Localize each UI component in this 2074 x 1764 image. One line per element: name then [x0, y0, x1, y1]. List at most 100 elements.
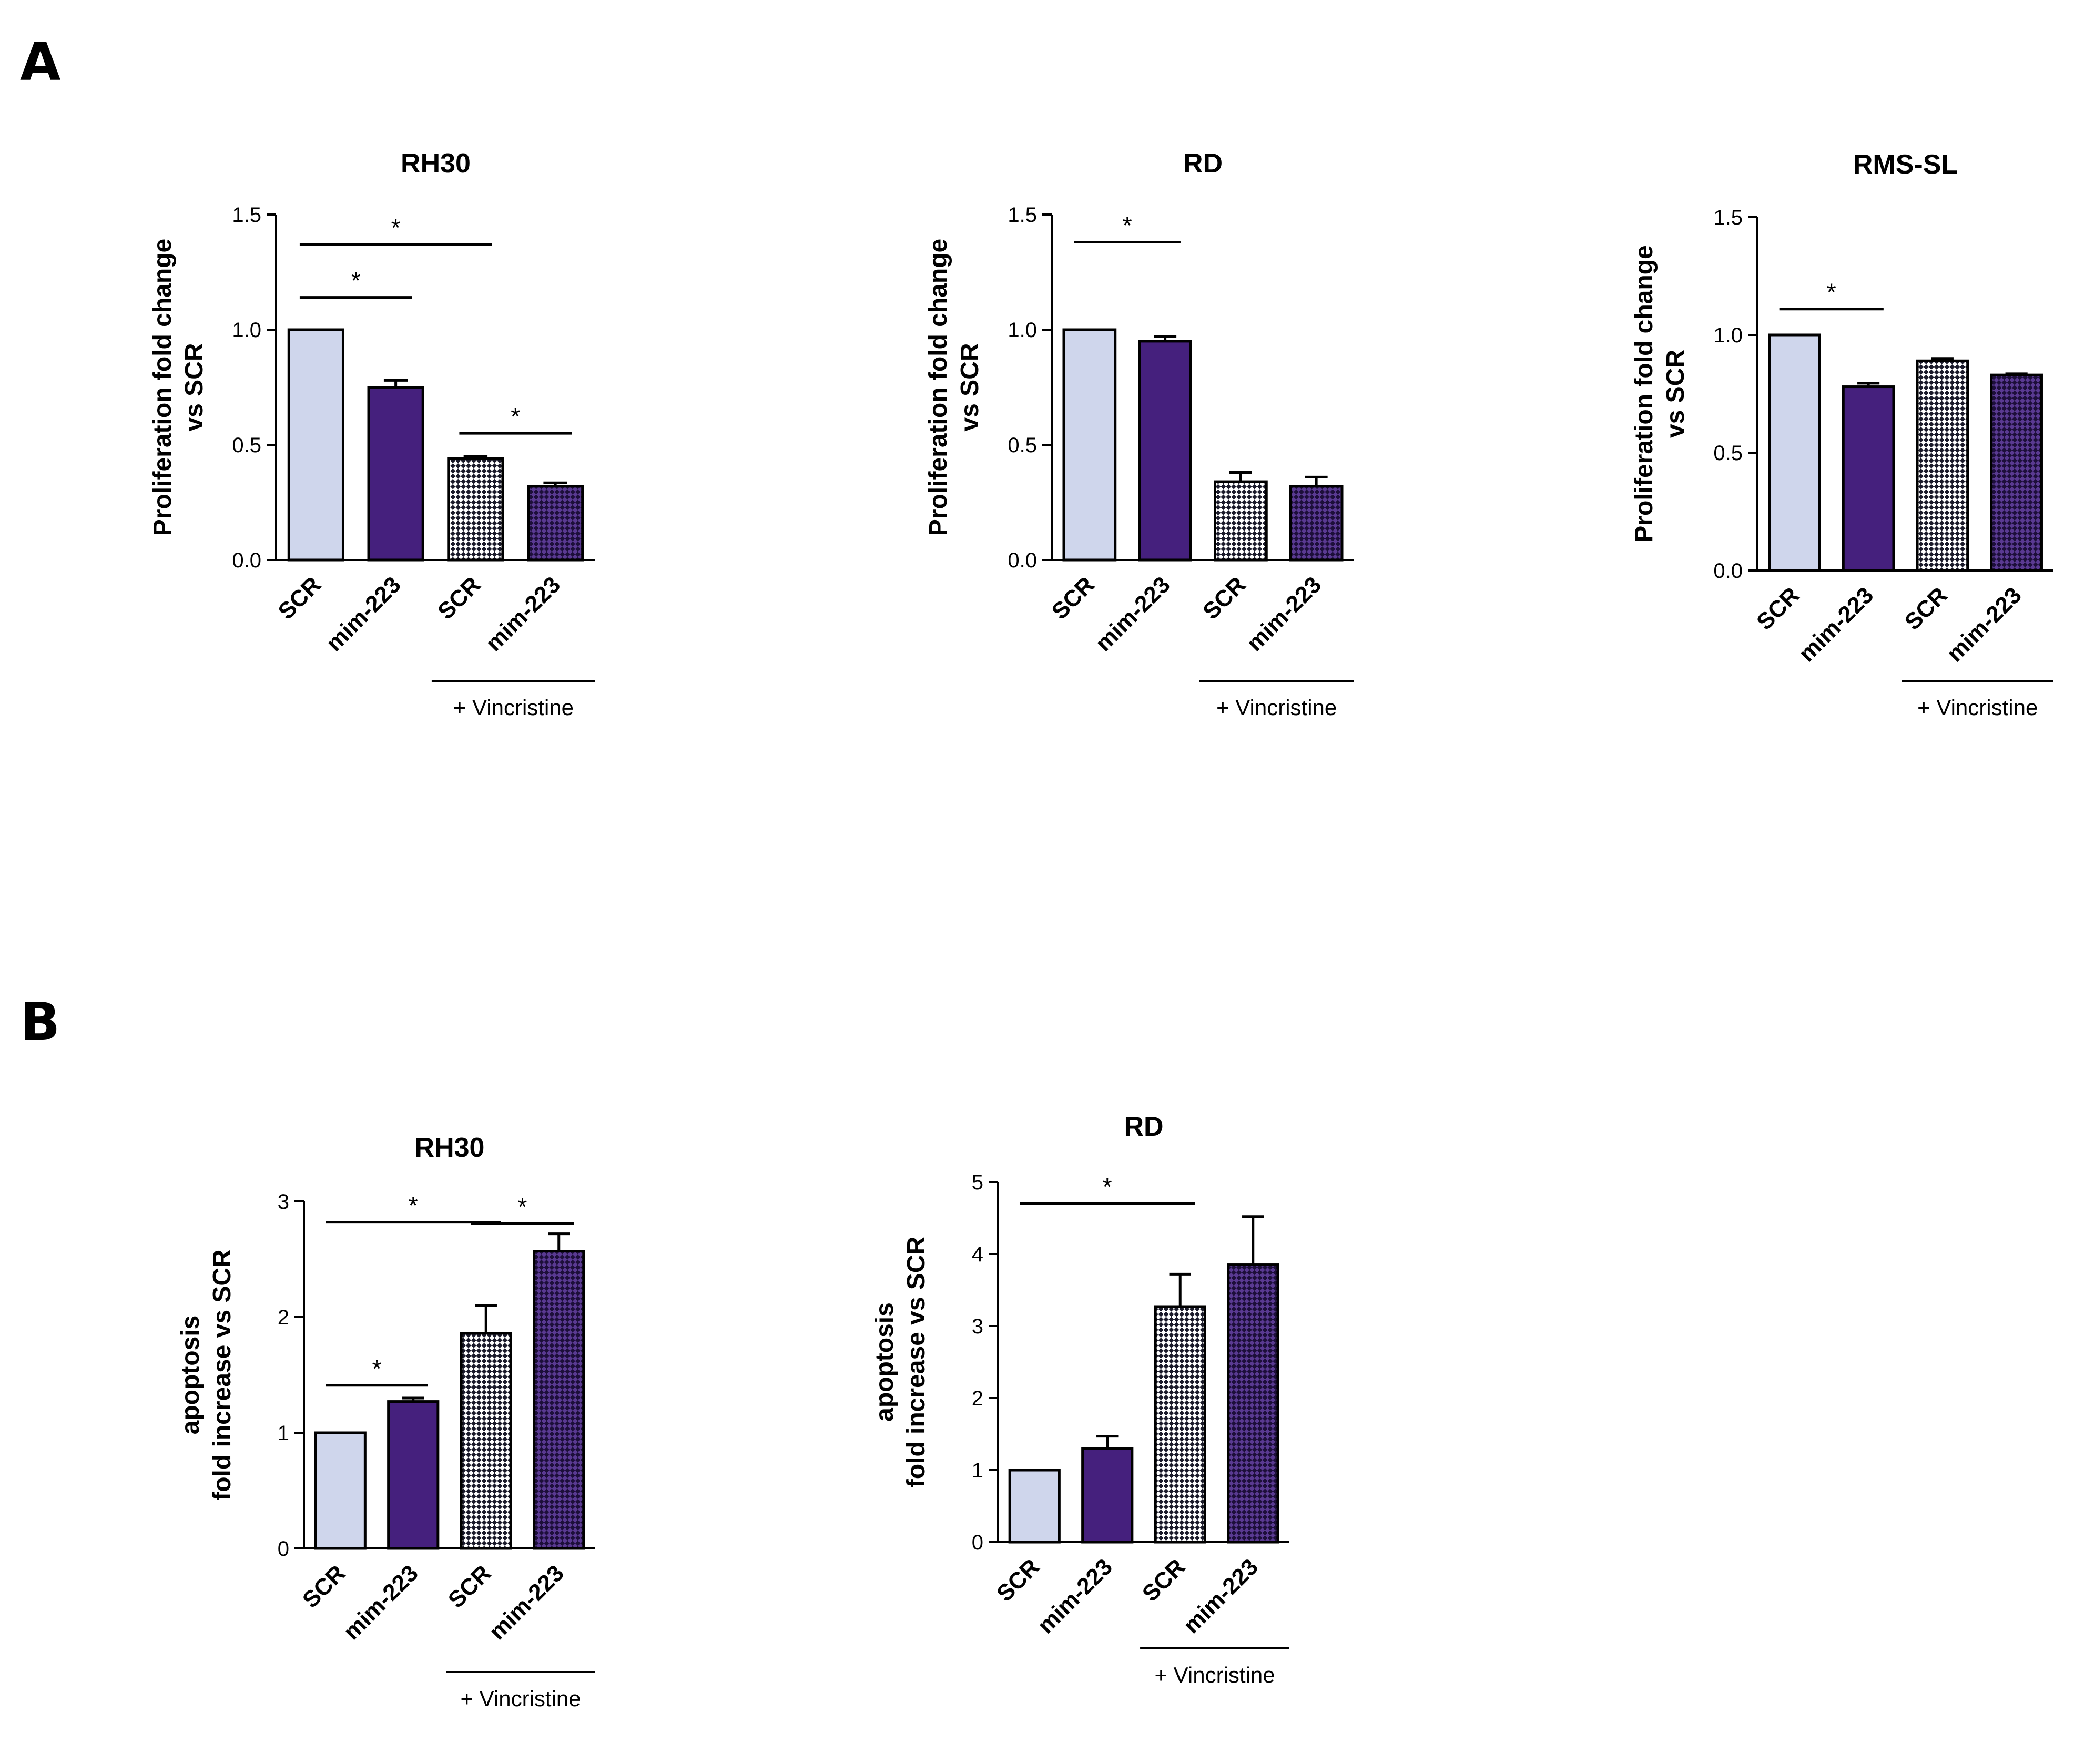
x-tick-label: mim-223 [321, 572, 406, 656]
y-axis-label: apoptosis [177, 1316, 205, 1435]
bar [460, 1332, 512, 1550]
bar [1842, 385, 1895, 572]
significance-star: * [372, 1355, 382, 1382]
panel-label-b: B [20, 991, 60, 1053]
chart-title: RH30 [415, 1133, 485, 1163]
y-tick-label: 0.5 [232, 434, 261, 457]
panel-label-a: A [20, 31, 60, 93]
x-tick-label: SCR [992, 1554, 1044, 1606]
chart-3: RH30 apoptosis fold increase vs SCR 0 1 2 3 SCR… [177, 1133, 595, 1711]
y-tick-label: 1.5 [1713, 206, 1743, 229]
bar [1768, 333, 1821, 572]
y-tick-label: 3 [278, 1190, 289, 1214]
group-label: + Vincristine [453, 695, 574, 720]
significance-star: * [1103, 1173, 1112, 1200]
y-tick-label: 2 [972, 1387, 983, 1410]
y-axis-label: fold increase vs SCR [902, 1237, 930, 1488]
bar [314, 1431, 367, 1550]
x-tick-label: mim-223 [339, 1560, 423, 1645]
y-axis-label: Proliferation fold change [924, 239, 952, 536]
x-tick-label: SCR [1137, 1554, 1190, 1606]
x-tick-label: mim-223 [1242, 572, 1326, 656]
x-tick-label: SCR [1752, 582, 1804, 635]
chart-title: RD [1124, 1112, 1163, 1142]
x-tick-label: SCR [433, 572, 485, 624]
significance-star: * [518, 1193, 527, 1220]
x-tick-label: SCR [1900, 582, 1953, 635]
x-tick-label: SCR [443, 1560, 496, 1613]
group-label: + Vincristine [1216, 695, 1337, 720]
y-tick-label: 0.0 [1008, 549, 1037, 572]
bar [287, 328, 344, 562]
x-tick-label: mim-223 [1033, 1554, 1117, 1638]
y-tick-label: 0.5 [1008, 434, 1037, 457]
significance-star: * [1827, 279, 1836, 306]
bar [1008, 1469, 1061, 1544]
x-tick-label: SCR [298, 1560, 350, 1613]
bar [1138, 340, 1192, 562]
y-tick-label: 1.5 [232, 203, 261, 227]
bar [1154, 1305, 1206, 1544]
chart-title: RD [1183, 148, 1223, 179]
significance-star: * [391, 214, 401, 241]
y-tick-label: 0.0 [232, 549, 261, 572]
x-tick-label: mim-223 [1091, 572, 1175, 656]
significance-star: * [511, 403, 520, 430]
x-tick-label: SCR [1198, 572, 1250, 624]
significance-star: * [1123, 212, 1132, 239]
group-label: + Vincristine [1917, 695, 2038, 720]
y-tick-label: 4 [972, 1243, 983, 1266]
y-tick-label: 1 [972, 1459, 983, 1482]
bar [1227, 1263, 1279, 1544]
x-tick-label: mim-223 [1942, 582, 2027, 667]
y-tick-label: 0 [278, 1537, 289, 1561]
bar [387, 1400, 440, 1550]
x-tick-label: SCR [273, 572, 326, 624]
y-tick-label: 1.5 [1008, 203, 1037, 227]
bar [447, 457, 504, 562]
chart-0: RH30 Proliferation fold change vs SCR 0.0 0.… [149, 148, 595, 720]
significance-star: * [409, 1192, 418, 1219]
y-tick-label: 2 [278, 1306, 289, 1329]
chart-title: RMS-SL [1853, 149, 1958, 180]
y-axis-label: vs SCR [1662, 350, 1690, 438]
group-label: + Vincristine [460, 1686, 581, 1711]
bar [1289, 485, 1344, 562]
y-tick-label: 0 [972, 1531, 983, 1554]
bar [1990, 373, 2043, 572]
x-tick-label: mim-223 [1794, 582, 1878, 667]
y-axis-label: vs SCR [956, 343, 984, 431]
y-axis-label: fold increase vs SCR [208, 1249, 236, 1501]
significance-star: * [351, 267, 361, 294]
bar [1214, 480, 1268, 562]
bar [1081, 1447, 1134, 1544]
y-tick-label: 0.0 [1713, 559, 1743, 583]
y-axis-label: vs SCR [180, 343, 208, 431]
chart-2: RMS-SL Proliferation fold change vs SCR 0.0… [1630, 149, 2053, 720]
chart-title: RH30 [401, 148, 471, 179]
y-tick-label: 0.5 [1713, 442, 1743, 465]
y-axis-label: Proliferation fold change [1630, 245, 1658, 542]
bar [367, 386, 424, 562]
y-tick-label: 3 [972, 1315, 983, 1338]
y-tick-label: 1.0 [1713, 324, 1743, 347]
group-label: + Vincristine [1154, 1663, 1275, 1687]
chart-1: RD Proliferation fold change vs SCR 0.0 0.5 1… [924, 148, 1354, 720]
x-tick-label: mim-223 [484, 1560, 569, 1645]
y-tick-label: 1.0 [1008, 319, 1037, 342]
bar [533, 1250, 585, 1550]
x-tick-label: SCR [1047, 572, 1100, 624]
x-tick-label: mim-223 [1178, 1554, 1263, 1638]
y-axis-label: Proliferation fold change [149, 239, 177, 536]
bar [1916, 359, 1969, 572]
y-axis-label: apoptosis [871, 1302, 899, 1422]
y-tick-label: 1 [278, 1422, 289, 1445]
x-tick-label: mim-223 [481, 572, 565, 656]
chart-4: RD apoptosis fold increase vs SCR 0 1 2 3 4 5 SCR… [871, 1112, 1289, 1687]
bar [527, 485, 584, 562]
bar [1062, 328, 1117, 562]
y-tick-label: 5 [972, 1171, 983, 1194]
y-tick-label: 1.0 [232, 319, 261, 342]
